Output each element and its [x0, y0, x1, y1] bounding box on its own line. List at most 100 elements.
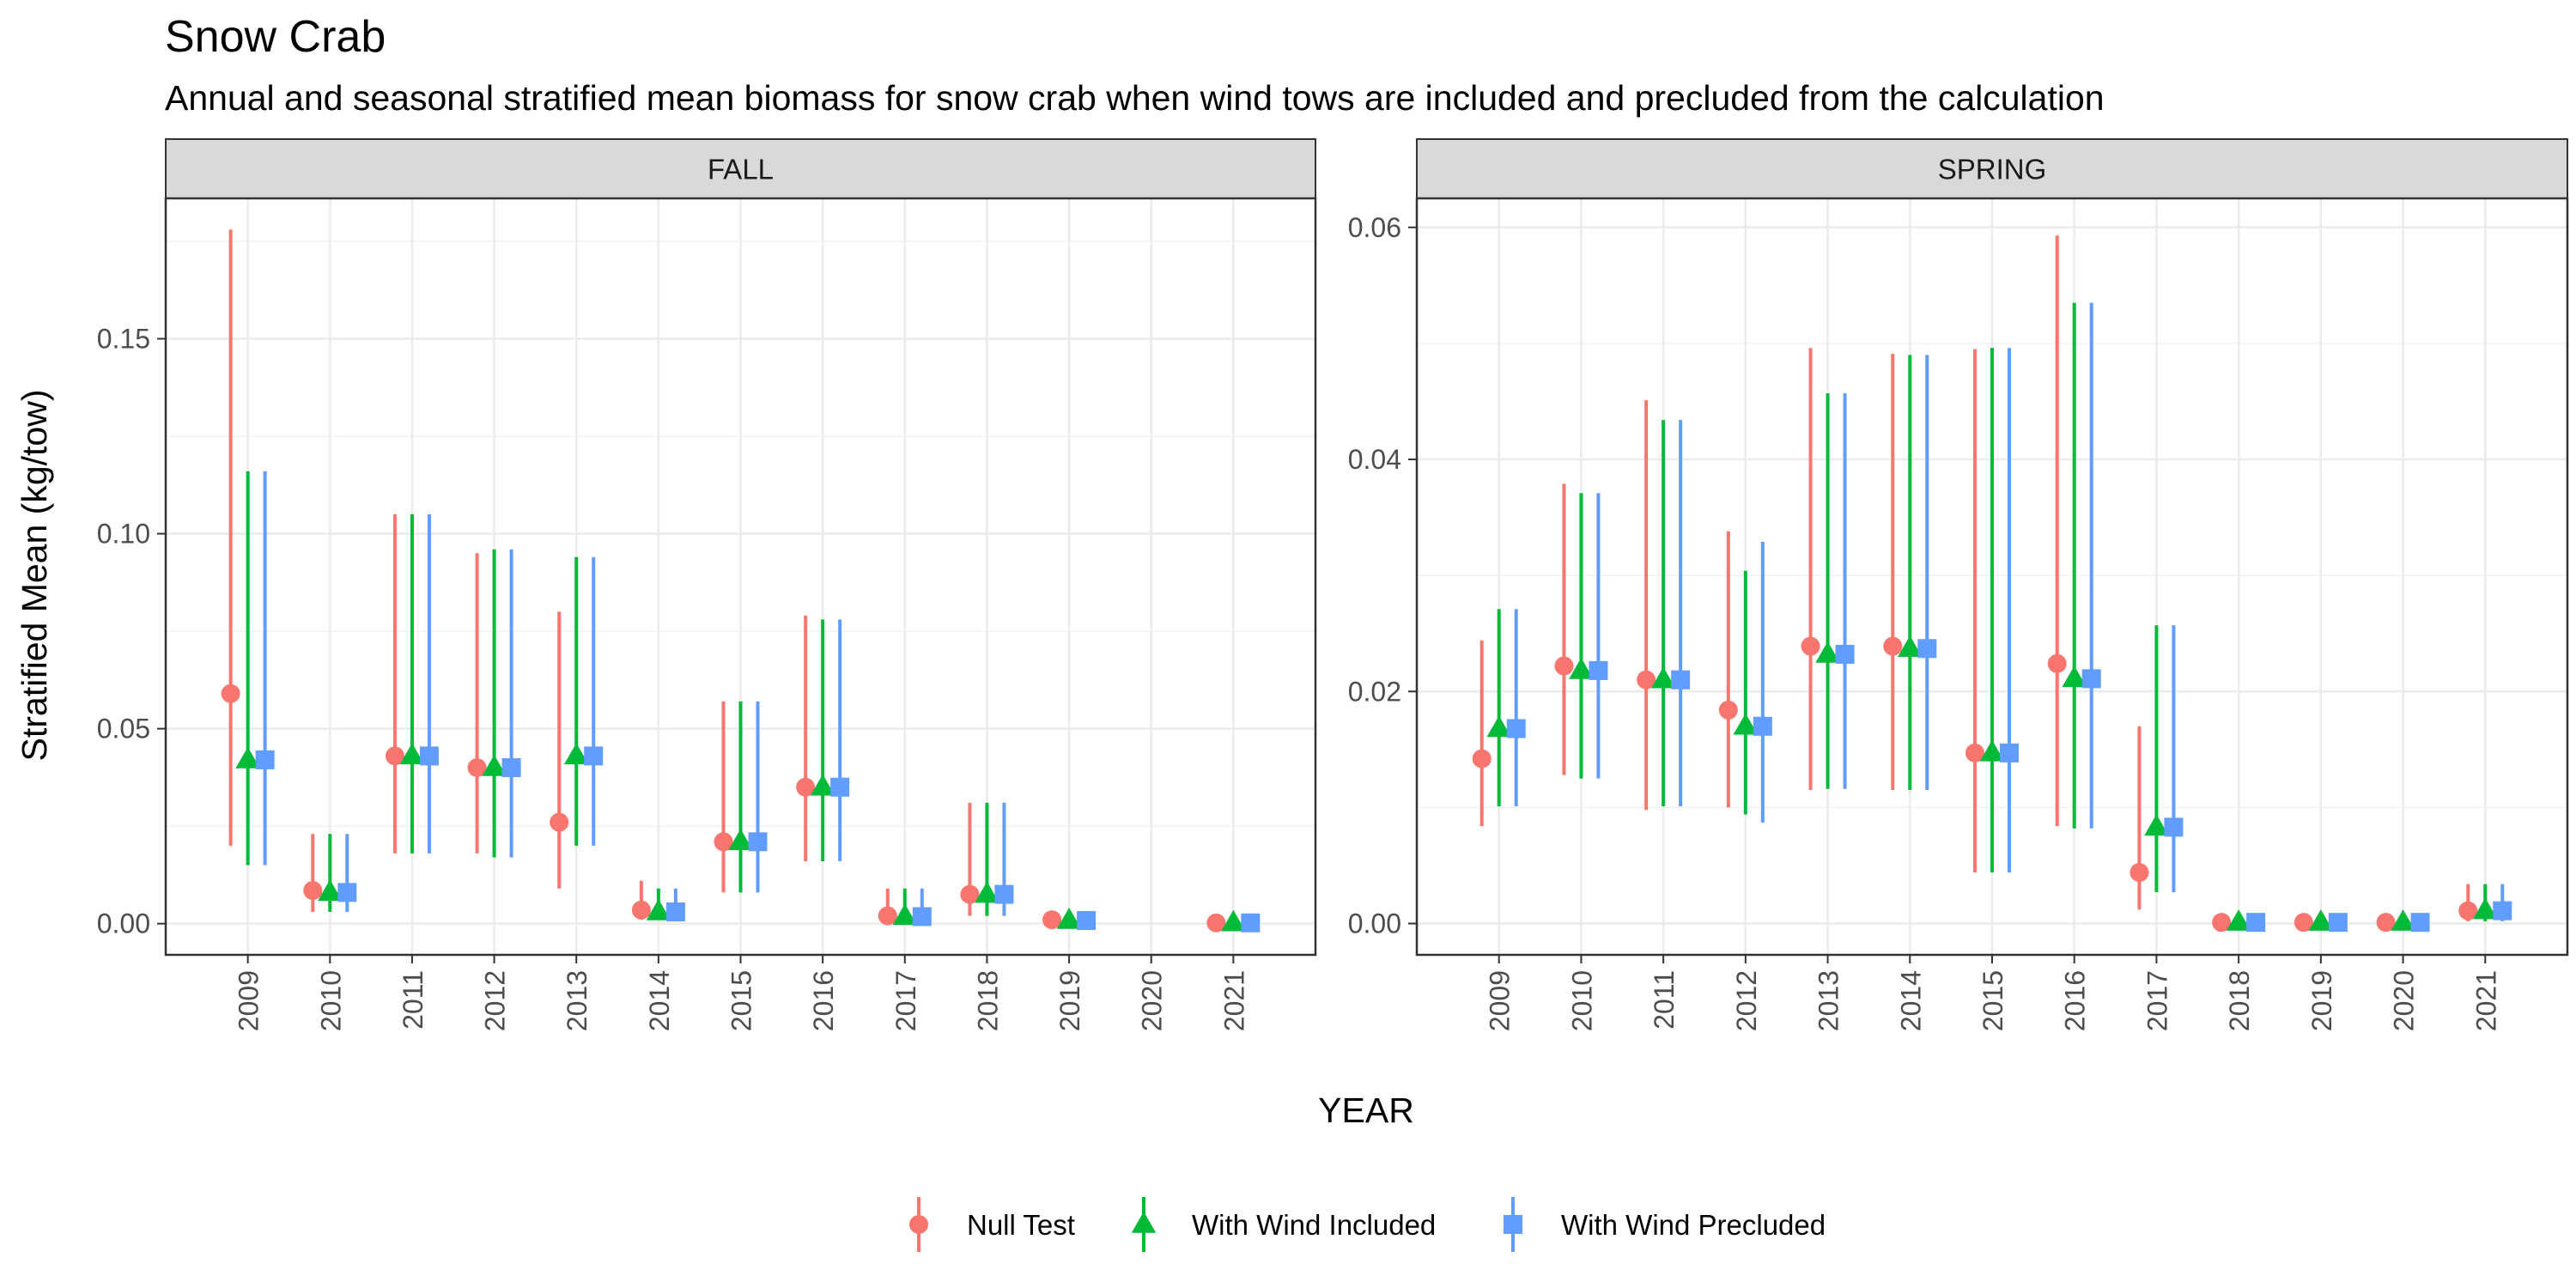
data-point	[1965, 743, 1984, 762]
legend-label: Null Test	[967, 1209, 1075, 1241]
data-point	[1883, 636, 1903, 656]
data-point	[1637, 670, 1656, 690]
legend-label: With Wind Included	[1192, 1209, 1436, 1241]
x-tick-label: 2020	[1137, 970, 1168, 1031]
facet-strip	[165, 138, 1316, 199]
data-point	[385, 746, 404, 766]
x-tick-label: 2009	[234, 970, 264, 1031]
chart-subtitle: Annual and seasonal stratified mean biom…	[165, 78, 2105, 118]
data-point	[1815, 641, 1840, 663]
data-point	[631, 900, 651, 920]
data-point	[303, 881, 323, 901]
data-point	[1077, 911, 1097, 931]
data-point	[728, 829, 753, 851]
data-point	[912, 907, 932, 927]
x-tick-label: 2017	[890, 970, 921, 1031]
series-with-wind-included	[235, 471, 1246, 932]
data-point	[1569, 657, 1594, 679]
data-point	[1554, 656, 1574, 676]
data-point	[1801, 636, 1820, 656]
y-tick-label: 0.05	[97, 714, 150, 744]
series-null-test	[1472, 235, 2478, 933]
data-point	[318, 879, 343, 902]
data-point	[975, 881, 999, 903]
data-point	[1733, 713, 1759, 735]
x-tick-label: 2012	[480, 970, 511, 1031]
data-point	[482, 755, 507, 776]
data-point	[1979, 739, 2005, 762]
data-point	[748, 832, 768, 852]
x-tick-label: 2014	[644, 970, 675, 1031]
legend-key-marker	[1504, 1215, 1522, 1234]
x-tick-label: 2014	[1895, 970, 1926, 1031]
panel-border	[164, 197, 1317, 957]
data-point	[2164, 817, 2184, 837]
x-tick-label: 2020	[2389, 970, 2420, 1031]
legend-label: With Wind Precluded	[1561, 1209, 1826, 1241]
data-point	[714, 832, 733, 852]
series-null-test	[221, 229, 1226, 933]
data-point	[892, 903, 918, 926]
y-tick-label: 0.00	[1348, 908, 1401, 939]
chart-title: Snow Crab	[165, 12, 386, 62]
data-point	[2493, 901, 2512, 920]
data-point	[255, 750, 275, 769]
data-point	[1718, 700, 1738, 720]
x-tick-label: 2019	[1054, 970, 1085, 1031]
x-tick-label: 2021	[2470, 970, 2501, 1031]
data-point	[563, 743, 589, 765]
x-tick-label: 2013	[1814, 970, 1844, 1031]
x-tick-label: 2010	[1566, 970, 1597, 1031]
data-point	[2212, 913, 2232, 933]
data-point	[1506, 719, 1526, 738]
y-tick-label: 0.00	[97, 908, 150, 939]
facet-strip	[1416, 138, 2568, 199]
data-point	[878, 906, 897, 926]
data-point	[1753, 716, 1772, 736]
legend-item-null-test: Null Test	[909, 1197, 1075, 1252]
x-tick-label: 2011	[1649, 970, 1680, 1030]
x-tick-label: 2017	[2142, 970, 2172, 1031]
facet-panel-fall: FALL 0.00 0.05 0.10 0.15 2009 2010 2011 2012 2013…	[97, 138, 1317, 1031]
legend-item-with-wind-precluded: With Wind Precluded	[1504, 1197, 1826, 1252]
data-point	[2000, 743, 2019, 762]
y-tick-label: 0.06	[1348, 212, 1401, 243]
y-tick-label: 0.02	[1348, 676, 1401, 707]
x-tick-label: 2016	[808, 970, 839, 1031]
data-point	[665, 902, 685, 922]
data-point	[2246, 913, 2266, 933]
data-point	[501, 758, 521, 778]
y-tick-label: 0.04	[1348, 444, 1401, 475]
data-point	[830, 777, 850, 797]
data-point	[2129, 863, 2149, 883]
data-point	[467, 758, 487, 778]
data-point	[399, 743, 425, 765]
y-tick-label: 0.10	[97, 519, 150, 550]
panel-border	[1415, 197, 2569, 957]
data-point	[2391, 909, 2415, 931]
data-point	[2081, 669, 2101, 689]
x-axis-title: YEAR	[1318, 1091, 1414, 1130]
data-point	[1835, 645, 1855, 665]
data-point	[2144, 814, 2169, 836]
data-point	[1241, 913, 1261, 933]
data-point	[2473, 897, 2498, 920]
x-tick-label: 2015	[726, 970, 757, 1031]
x-tick-label: 2013	[562, 970, 592, 1031]
facet-strip-label: FALL	[708, 154, 774, 185]
data-point	[1650, 666, 1676, 689]
data-point	[1589, 660, 1608, 680]
data-point	[2376, 913, 2396, 933]
legend-item-with-wind-included: With Wind Included	[1131, 1197, 1436, 1252]
data-point	[2226, 909, 2251, 931]
x-tick-label: 2012	[1731, 970, 1762, 1031]
legend-key-marker	[909, 1215, 928, 1234]
x-tick-label: 2016	[2060, 970, 2091, 1031]
data-point	[550, 812, 569, 832]
data-point	[1671, 670, 1691, 690]
data-point	[2293, 913, 2313, 933]
data-point	[1206, 913, 1226, 933]
facet-panel-spring: SPRING 0.00 0.02 0.04 0.06 2009 2010 2011 2012 20…	[1348, 138, 2569, 1031]
x-tick-label: 2018	[2224, 970, 2255, 1031]
x-tick-label: 2011	[398, 970, 428, 1030]
